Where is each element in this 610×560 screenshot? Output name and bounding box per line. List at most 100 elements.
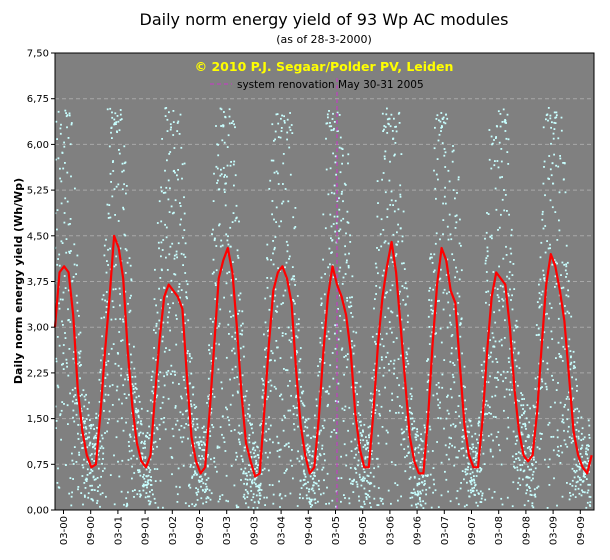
scatter-point [514,359,517,362]
scatter-point [501,298,504,300]
scatter-point [67,137,70,139]
scatter-point [208,344,210,347]
scatter-point [358,421,361,423]
scatter-point [369,502,371,504]
scatter-point [465,504,468,506]
scatter-point [129,309,132,312]
scatter-point [227,243,230,246]
scatter-point [360,478,363,481]
scatter-point [268,416,270,419]
scatter-point [60,123,62,126]
scatter-point [165,236,168,239]
scatter-point [457,503,460,506]
scatter-point [230,430,233,432]
scatter-point [119,113,122,116]
scatter-point [309,475,312,478]
scatter-point [115,389,118,392]
scatter-point [141,440,143,443]
scatter-point [467,466,469,468]
scatter-point [288,283,291,286]
scatter-point [387,363,390,365]
scatter-point [497,431,500,433]
scatter-point [450,437,452,440]
scatter-point [486,413,488,415]
scatter-point [422,476,424,478]
scatter-point [518,400,520,402]
scatter-point [168,153,171,155]
scatter-point [456,270,459,273]
scatter-point [427,474,429,477]
scatter-point [534,493,536,496]
scatter-point [131,477,133,480]
scatter-point [343,182,346,185]
scatter-point [354,381,357,384]
scatter-point [321,344,324,347]
scatter-point [547,119,549,122]
scatter-point [427,358,430,361]
scatter-point [89,441,92,444]
scatter-point [58,264,61,267]
scatter-point [528,434,530,437]
scatter-point [241,333,243,336]
scatter-point [192,451,194,454]
scatter-point [466,425,469,428]
chart-title: Daily norm energy yield of 93 Wp AC modu… [140,10,509,29]
scatter-point [507,163,510,165]
scatter-point [401,262,403,265]
scatter-point [491,496,494,499]
scatter-point [554,116,557,119]
scatter-point [300,385,302,388]
scatter-point [187,424,190,426]
scatter-point [193,473,195,476]
scatter-point [162,335,164,338]
scatter-point [302,416,304,419]
scatter-point [477,422,480,425]
scatter-point [69,223,71,225]
scatter-point [331,239,334,241]
scatter-point [270,359,272,361]
scatter-point [498,444,500,446]
scatter-point [156,222,159,224]
scatter-point [362,430,364,433]
scatter-point [210,411,213,414]
scatter-point [461,352,463,355]
scatter-point [532,434,534,437]
scatter-point [282,153,285,155]
scatter-point [377,272,379,275]
scatter-point [146,481,149,483]
scatter-point [227,235,229,238]
scatter-point [215,269,218,272]
scatter-point [381,274,384,277]
scatter-point [314,414,316,417]
scatter-point [63,145,66,148]
scatter-point [260,473,263,475]
scatter-point [267,334,270,337]
scatter-point [132,425,135,427]
scatter-point [233,352,236,355]
scatter-point [217,500,220,503]
scatter-point [214,298,216,300]
scatter-point [469,481,472,484]
scatter-point [377,202,379,204]
scatter-point [524,452,527,455]
scatter-point [439,238,441,241]
scatter-point [528,476,531,479]
scatter-point [353,389,356,392]
scatter-point [170,364,173,367]
scatter-point [407,314,409,317]
scatter-point [170,126,172,129]
scatter-point [559,401,562,404]
scatter-point [230,161,232,163]
scatter-point [326,486,328,489]
scatter-point [348,306,351,309]
scatter-point [115,436,118,439]
scatter-point [183,196,185,199]
scatter-point [256,506,259,509]
scatter-point [184,313,186,316]
scatter-point [55,120,58,123]
scatter-point [378,249,380,251]
scatter-point [73,395,75,398]
scatter-point [64,337,67,339]
scatter-point [485,231,488,234]
scatter-point [211,424,213,426]
